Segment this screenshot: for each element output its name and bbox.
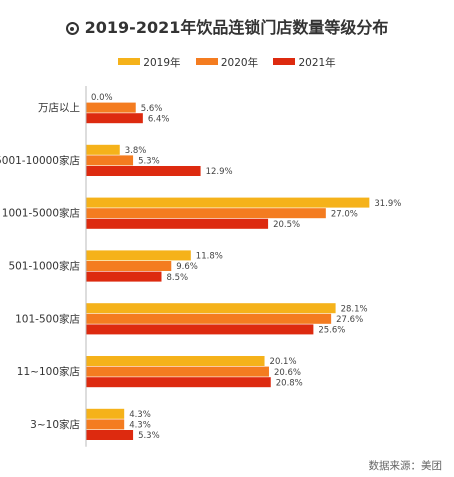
legend-swatch-2019 xyxy=(118,58,141,65)
legend-item-2019: 2019年 xyxy=(118,55,181,70)
data-label: 27.6% xyxy=(336,315,363,325)
legend-item-2021: 2021年 xyxy=(273,55,336,70)
data-label: 5.3% xyxy=(138,157,160,167)
bar xyxy=(86,366,269,377)
bar xyxy=(86,166,201,176)
legend: 2019年 2020年 2021年 xyxy=(0,55,454,70)
bar xyxy=(86,261,172,271)
chart-title: 2019-2021年饮品连锁门店数量等级分布 xyxy=(0,14,454,38)
data-label: 20.1% xyxy=(270,357,297,367)
data-label: 27.0% xyxy=(331,209,358,219)
legend-swatch-2021 xyxy=(273,58,296,65)
legend-swatch-2020 xyxy=(195,58,218,65)
legend-label-2019: 2019年 xyxy=(143,57,181,69)
data-label: 9.6% xyxy=(176,262,198,272)
data-label: 20.8% xyxy=(276,378,303,388)
category-label: 11~100家店 xyxy=(17,365,80,378)
target-bullet-icon xyxy=(65,22,79,35)
bar xyxy=(86,197,370,208)
category-label: 101-500家店 xyxy=(15,312,80,325)
category-label: 501-1000家店 xyxy=(8,260,80,273)
bar xyxy=(86,208,326,219)
category-label: 万店以上 xyxy=(38,101,80,114)
data-label: 12.9% xyxy=(206,167,233,177)
bar xyxy=(86,324,314,335)
bar xyxy=(86,113,143,124)
bar xyxy=(86,144,120,155)
legend-item-2020: 2020年 xyxy=(195,55,259,70)
data-label: 5.3% xyxy=(138,431,160,441)
bar xyxy=(86,377,271,388)
data-label: 3.8% xyxy=(125,146,147,156)
bar xyxy=(86,430,134,440)
category-label: 5001-10000家店 xyxy=(0,154,80,167)
category-label: 3~10家店 xyxy=(30,418,80,431)
bar xyxy=(86,218,269,229)
data-label: 4.3% xyxy=(129,410,151,420)
data-label: 5.6% xyxy=(141,104,163,114)
bar xyxy=(86,155,134,166)
data-label: 28.1% xyxy=(341,304,368,314)
data-label: 0.0% xyxy=(91,93,113,103)
data-label: 6.4% xyxy=(148,114,170,124)
data-label: 25.6% xyxy=(318,326,345,336)
bar xyxy=(86,102,136,113)
data-label: 4.3% xyxy=(129,421,151,431)
bar xyxy=(86,303,336,314)
data-label: 11.8% xyxy=(196,252,223,262)
bar xyxy=(86,419,125,430)
data-label: 31.9% xyxy=(374,199,401,209)
bar xyxy=(86,408,125,419)
chart-title-text: 2019-2021年饮品连锁门店数量等级分布 xyxy=(84,18,389,37)
data-label: 20.6% xyxy=(274,368,301,378)
bar xyxy=(86,271,162,282)
data-label: 20.5% xyxy=(273,220,300,230)
bar xyxy=(86,356,265,366)
bar xyxy=(86,250,191,261)
legend-label-2021: 2021年 xyxy=(298,57,336,69)
data-label: 8.5% xyxy=(167,273,189,283)
category-label: 1001-5000家店 xyxy=(2,207,80,220)
bar xyxy=(86,313,332,324)
legend-label-2020: 2020年 xyxy=(220,57,259,69)
data-source-note: 数据来源：美团 xyxy=(368,460,443,472)
